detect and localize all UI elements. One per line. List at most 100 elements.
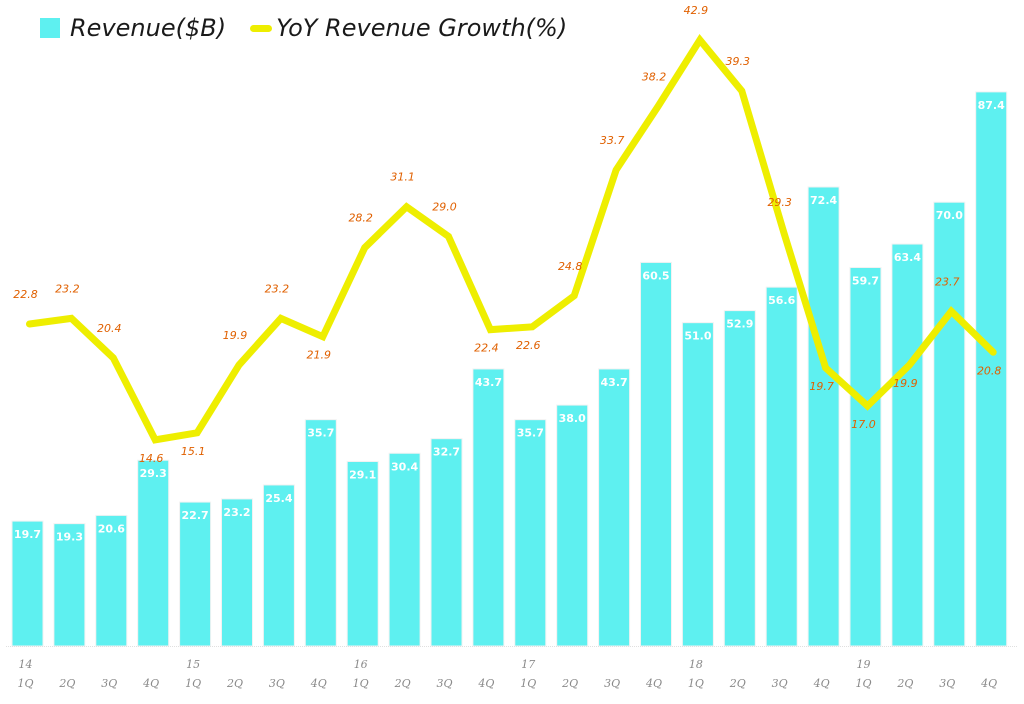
revenue-bar-label: 29.1 (349, 469, 376, 482)
revenue-bar (807, 186, 840, 647)
legend-item-revenue: Revenue($B) (40, 14, 226, 42)
revenue-bar-label: 51.0 (684, 330, 711, 343)
revenue-bar (262, 484, 295, 647)
revenue-bar-label: 19.3 (56, 531, 83, 544)
revenue-bar-label: 70.0 (936, 209, 963, 222)
growth-point-label: 21.9 (307, 349, 332, 362)
growth-point-label: 17.0 (851, 418, 876, 431)
x-tick-quarter-label: 2Q (394, 677, 411, 690)
chart-legend: Revenue($B) YoY Revenue Growth(%) (40, 10, 591, 46)
revenue-bar-label: 32.7 (433, 446, 460, 459)
x-tick-quarter-label: 3Q (436, 677, 452, 690)
revenue-bar (891, 243, 924, 647)
revenue-bar (933, 201, 966, 647)
growth-point-label: 33.7 (600, 134, 625, 147)
growth-line (26, 34, 997, 444)
revenue-bar-label: 35.7 (517, 427, 544, 440)
revenue-bar-label: 43.7 (601, 376, 628, 389)
revenue-bar-label: 19.7 (14, 528, 41, 541)
x-tick-quarter-label: 4Q (645, 677, 662, 690)
revenue-bar (304, 419, 337, 647)
growth-point-label: 15.1 (181, 445, 206, 458)
growth-point-label: 20.4 (97, 322, 122, 335)
x-tick-quarter-label: 2Q (896, 677, 913, 690)
revenue-bar-label: 29.3 (140, 467, 167, 480)
legend-item-growth: YoY Revenue Growth(%) (250, 14, 567, 42)
growth-point-label: 31.1 (390, 171, 415, 184)
growth-point-label: 19.9 (893, 377, 918, 390)
revenue-bar (514, 419, 547, 647)
revenue-bar (598, 368, 631, 647)
growth-point-label: 22.6 (516, 339, 541, 352)
growth-point-label: 38.2 (642, 70, 667, 83)
growth-point-label: 20.8 (977, 364, 1002, 377)
x-tick-quarter-label: 4Q (310, 677, 327, 690)
growth-point-label: 39.3 (726, 55, 751, 68)
revenue-bar (346, 461, 379, 647)
growth-point-label: 14.6 (139, 452, 164, 465)
revenue-bar-label: 87.4 (978, 99, 1005, 112)
revenue-bar (221, 498, 253, 647)
growth-point-label: 29.0 (432, 200, 457, 213)
x-tick-quarter-label: 3Q (772, 677, 788, 690)
x-tick-quarter-label: 2Q (561, 677, 578, 690)
legend-label-revenue: Revenue($B) (70, 14, 227, 42)
revenue-bar (681, 322, 714, 647)
revenue-bar (53, 523, 86, 647)
x-tick-quarter-label: 1Q (185, 677, 201, 690)
x-tick-quarter-label: 3Q (269, 677, 285, 690)
revenue-bar (765, 286, 798, 647)
x-tick-quarter-label: 2Q (226, 677, 243, 690)
x-tick-quarter-label: 1Q (855, 677, 871, 690)
x-tick-quarter-label: 1Q (353, 677, 369, 690)
x-tick-quarter-label: 3Q (604, 677, 620, 690)
revenue-bar (430, 438, 463, 647)
x-tick-quarter-label: 4Q (980, 677, 997, 690)
revenue-bar (95, 514, 128, 647)
growth-point-label: 22.4 (474, 342, 499, 355)
x-tick-year-label: 18 (689, 658, 703, 671)
revenue-bar-label: 56.6 (768, 294, 795, 307)
revenue-bar-label: 23.2 (223, 506, 250, 519)
revenue-bar-label: 22.7 (182, 509, 209, 522)
growth-point-label: 23.7 (935, 275, 960, 288)
revenue-bar (388, 452, 421, 647)
revenue-bar (849, 267, 882, 647)
growth-point-label: 23.2 (55, 282, 80, 295)
revenue-bar (975, 91, 1008, 647)
revenue-bars: 19.7 19.3 20.6 29.3 22.7 23.2 25.4 35.7 29.1 30.4… (11, 91, 1008, 647)
x-tick-quarter-label: 4Q (142, 677, 159, 690)
revenue-bar (137, 459, 170, 647)
x-tick-year-label: 16 (354, 658, 368, 671)
revenue-bar (179, 501, 212, 647)
growth-point-label: 42.9 (684, 4, 709, 17)
revenue-bar-label: 43.7 (475, 376, 502, 389)
x-tick-quarter-label: 4Q (813, 677, 830, 690)
x-tick-year-label: 14 (19, 658, 33, 671)
legend-swatch-growth (250, 24, 273, 32)
growth-point-label: 22.8 (13, 288, 38, 301)
x-axis-ticks: 14 1Q 2Q 3Q 4Q 15 1Q 2Q 3Q 4Q 16 1Q 2Q 3Q 4Q 17 1Q 2Q 3Q 4Q… (17, 658, 997, 690)
growth-point-label: 19.7 (809, 380, 834, 393)
growth-point-label: 28.2 (348, 212, 373, 225)
revenue-bar (472, 368, 505, 647)
revenue-bar-label: 72.4 (810, 194, 837, 207)
x-tick-quarter-label: 3Q (939, 677, 955, 690)
revenue-bar (556, 404, 589, 647)
growth-point-label: 29.3 (767, 196, 792, 209)
growth-point-label: 24.8 (558, 260, 583, 273)
revenue-bar-label: 52.9 (726, 318, 753, 331)
revenue-bar-label: 35.7 (307, 427, 334, 440)
x-tick-year-label: 17 (521, 658, 535, 671)
x-tick-quarter-label: 1Q (17, 677, 33, 690)
x-tick-quarter-label: 4Q (477, 677, 494, 690)
revenue-bar-label: 63.4 (894, 251, 921, 264)
revenue-bar (723, 310, 756, 647)
x-tick-year-label: 19 (857, 658, 871, 671)
x-tick-year-label: 15 (186, 658, 200, 671)
revenue-bar-label: 59.7 (852, 275, 879, 288)
x-tick-quarter-label: 1Q (688, 677, 704, 690)
growth-line-group: 22.8 23.2 20.4 14.6 15.1 19.9 23.2 21.9 28.2 31.1… (13, 4, 1001, 465)
x-tick-quarter-label: 2Q (729, 677, 746, 690)
